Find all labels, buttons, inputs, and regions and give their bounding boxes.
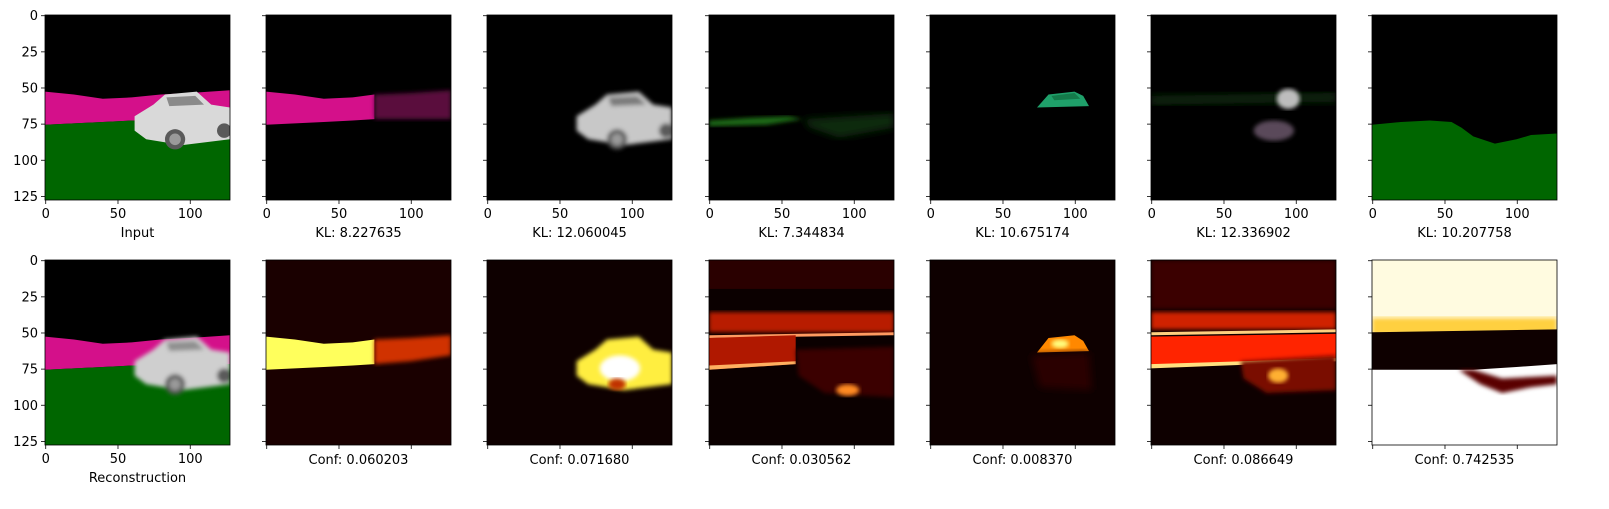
y-tick-label: 125 (13, 190, 38, 205)
x-tick-label: 50 (1437, 207, 1454, 222)
bottom-panel-1-frame (44, 259, 231, 446)
x-tick-label: 0 (42, 452, 50, 467)
mask-faint-car-image (1151, 15, 1336, 200)
scene-image (45, 15, 230, 200)
top-panel-1-frame (44, 14, 231, 201)
x-tick-label: 50 (110, 452, 127, 467)
top-panel-2: 0 50 100 KL: 8.227635 (262, 14, 452, 241)
x-tick-label: 50 (1216, 207, 1233, 222)
top-panel-1-label: Input (121, 226, 155, 241)
top-panel-6-frame (1150, 14, 1337, 201)
bottom-panel-6: Conf: 0.086649 (1147, 259, 1337, 468)
x-tick-label: 100 (178, 452, 203, 467)
x-tick-label: 0 (263, 207, 271, 222)
top-panel-5-frame (929, 14, 1116, 201)
bottom-panel-3-frame (486, 259, 673, 446)
top-panel-3-frame (486, 14, 673, 201)
y-tick-label: 25 (21, 290, 38, 305)
mask-faint-green-image (709, 15, 894, 200)
top-panel-7-label: KL: 10.207758 (1417, 226, 1512, 241)
bottom-panel-5-label: Conf: 0.008370 (973, 453, 1073, 468)
heat-bands2-image (1151, 260, 1336, 445)
heat-car-image (487, 260, 672, 445)
x-tick-label: 0 (1148, 207, 1156, 222)
x-tick-label: 100 (399, 207, 424, 222)
bottom-panel-5-frame (929, 259, 1116, 446)
bottom-panel-7-frame (1371, 259, 1558, 446)
bottom-panel-3-label: Conf: 0.071680 (530, 453, 630, 468)
bottom-panel-1: 0 50 100 0 25 50 75 100 125 Reconstruction (13, 254, 231, 486)
x-tick-label: 100 (178, 207, 203, 222)
bottom-panel-3: Conf: 0.071680 (483, 259, 673, 468)
mask-wall-image (266, 15, 451, 200)
top-panel-5: 0 50 100 KL: 10.675174 (926, 14, 1116, 241)
y-tick-label: 75 (21, 363, 38, 378)
x-tick-label: 100 (842, 207, 867, 222)
top-panel-4-frame (708, 14, 895, 201)
bottom-panel-6-label: Conf: 0.086649 (1194, 453, 1294, 468)
bottom-panel-7-label: Conf: 0.742535 (1415, 453, 1515, 468)
top-panel-1: 0 50 100 0 25 50 75 100 125 Input (13, 9, 231, 241)
heat-sky-image (1372, 260, 1557, 445)
heat-wall-image (266, 260, 451, 445)
top-panel-6: 0 50 100 KL: 12.336902 (1147, 14, 1337, 241)
x-tick-label: 100 (1284, 207, 1309, 222)
x-tick-label: 0 (927, 207, 935, 222)
y-tick-label: 50 (21, 81, 38, 96)
bottom-panel-4-label: Conf: 0.030562 (752, 453, 852, 468)
y-tick-label: 25 (21, 45, 38, 60)
bottom-panel-6-frame (1150, 259, 1337, 446)
y-tick-label: 75 (21, 118, 38, 133)
bottom-panel-7: Conf: 0.742535 (1368, 259, 1558, 468)
y-tick-label: 0 (30, 254, 38, 269)
x-tick-label: 50 (110, 207, 127, 222)
y-tick-label: 0 (30, 9, 38, 24)
x-tick-label: 0 (484, 207, 492, 222)
bottom-panel-1-label: Reconstruction (89, 471, 186, 486)
heat-bands-image (709, 260, 894, 445)
y-tick-label: 100 (13, 399, 38, 414)
heat-roof-image (930, 260, 1115, 445)
x-tick-label: 50 (331, 207, 348, 222)
top-panel-4: 0 50 100 KL: 7.344834 (705, 14, 895, 241)
x-tick-label: 50 (995, 207, 1012, 222)
mask-ground-image (1372, 15, 1557, 200)
top-panel-3: 0 50 100 KL: 12.060045 (483, 14, 673, 241)
x-tick-label: 0 (706, 207, 714, 222)
top-panel-7: 0 50 100 KL: 10.207758 (1368, 14, 1558, 241)
bottom-panel-4-frame (708, 259, 895, 446)
x-tick-label: 100 (1505, 207, 1530, 222)
y-tick-label: 50 (21, 326, 38, 341)
top-panel-5-label: KL: 10.675174 (975, 226, 1070, 241)
x-tick-label: 0 (1369, 207, 1377, 222)
bottom-panel-5: Conf: 0.008370 (926, 259, 1116, 468)
scene-blur-image (45, 260, 230, 445)
bottom-panel-4: Conf: 0.030562 (705, 259, 895, 468)
y-tick-label: 125 (13, 435, 38, 450)
top-panel-2-label: KL: 8.227635 (315, 226, 401, 241)
top-panel-4-label: KL: 7.344834 (758, 226, 844, 241)
x-tick-label: 50 (774, 207, 791, 222)
top-panel-2-frame (265, 14, 452, 201)
y-tick-label: 100 (13, 154, 38, 169)
top-panel-7-frame (1371, 14, 1558, 201)
top-panel-6-label: KL: 12.336902 (1196, 226, 1291, 241)
x-tick-label: 0 (42, 207, 50, 222)
x-tick-label: 100 (1063, 207, 1088, 222)
mask-roof-image (930, 15, 1115, 200)
bottom-panel-2: Conf: 0.060203 (262, 259, 452, 468)
x-tick-label: 100 (620, 207, 645, 222)
mask-car-image (487, 15, 672, 200)
top-panel-3-label: KL: 12.060045 (532, 226, 627, 241)
bottom-panel-2-frame (265, 259, 452, 446)
x-tick-label: 50 (552, 207, 569, 222)
bottom-panel-2-label: Conf: 0.060203 (309, 453, 409, 468)
